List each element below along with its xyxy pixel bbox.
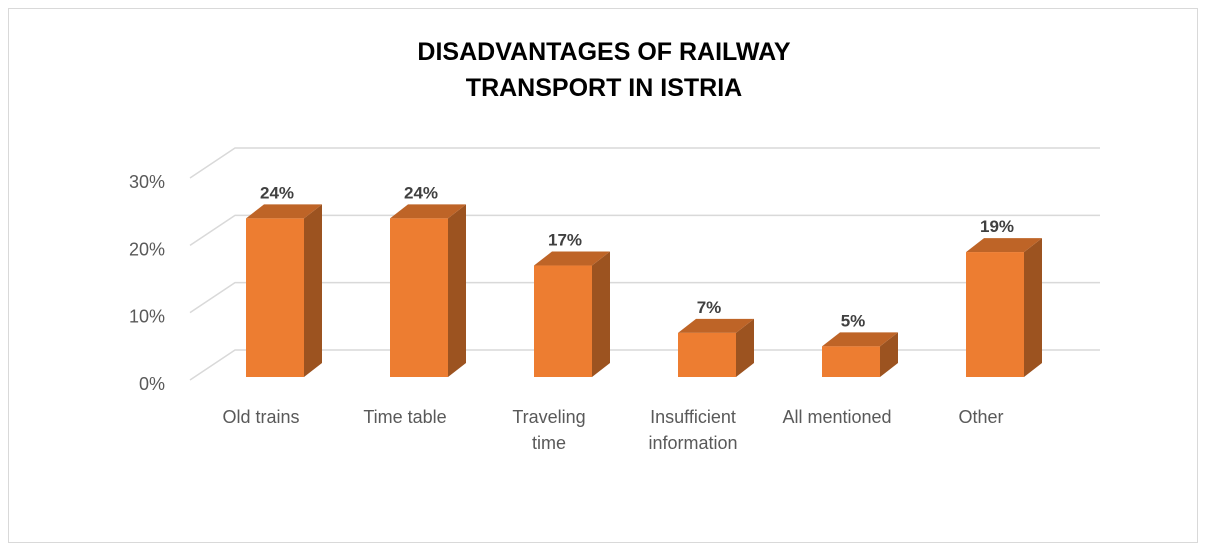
bar [678, 332, 736, 377]
value-label: 19% [980, 217, 1014, 236]
bar-side [1024, 238, 1042, 377]
chart-frame [8, 8, 1198, 543]
y-tick-label: 20% [129, 239, 165, 259]
y-tick-label: 10% [129, 307, 165, 327]
x-tick-label: Old trains [222, 407, 300, 427]
y-tick-label: 30% [129, 172, 165, 192]
bar [966, 252, 1024, 377]
value-label: 5% [841, 311, 866, 330]
bar-side [592, 251, 610, 377]
value-label: 24% [260, 183, 294, 202]
bar-top [822, 332, 898, 347]
bar-side [448, 204, 466, 377]
x-tick-label: Other [958, 407, 1004, 427]
grid-line [189, 147, 1100, 179]
y-tick-label: 0% [139, 374, 165, 394]
bar [534, 265, 592, 377]
value-label: 17% [548, 231, 582, 250]
bar [822, 346, 880, 377]
bar-top [246, 204, 322, 219]
bar-side [304, 204, 322, 377]
bar-top [966, 238, 1042, 253]
bar-side [880, 332, 898, 377]
grid-line [189, 214, 1100, 246]
x-tick-label: Time table [363, 407, 447, 427]
bar [390, 218, 448, 377]
grid-line [189, 349, 1100, 381]
value-label: 24% [404, 183, 438, 202]
chart-title: DISADVANTAGES OF RAILWAY TRANSPORT IN IS… [417, 38, 791, 102]
x-tick-label: All mentioned [782, 407, 892, 427]
bar-top [390, 204, 466, 219]
grid-line [189, 281, 1100, 314]
bar [246, 218, 304, 377]
bar-side [736, 318, 754, 377]
x-tick-label: Insufficient information [648, 407, 738, 453]
bar-top [678, 318, 754, 333]
value-label: 7% [697, 298, 722, 317]
bar-top [534, 251, 610, 266]
x-tick-label: Traveling time [512, 407, 586, 453]
